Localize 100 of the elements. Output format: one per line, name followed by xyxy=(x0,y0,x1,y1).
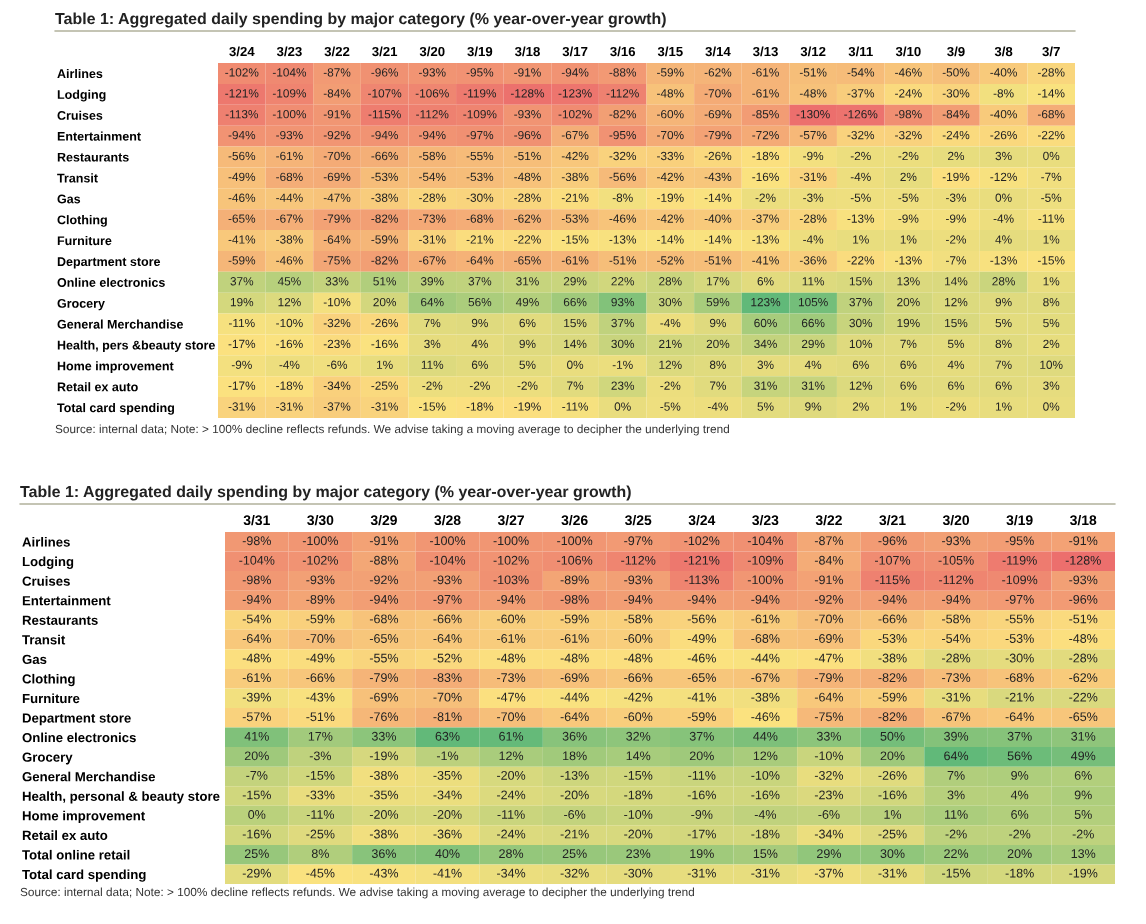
data-label: -93% xyxy=(433,575,462,585)
data-label: -20% xyxy=(369,810,399,819)
data-label: -19% xyxy=(514,402,541,411)
data-label: -5% xyxy=(660,402,681,411)
data-label: -2% xyxy=(946,402,967,411)
data-label: -75% xyxy=(814,712,844,722)
data-label: -53% xyxy=(561,214,589,223)
x-tick-label: 3/23 xyxy=(752,514,779,526)
data-label: 6% xyxy=(471,360,488,369)
data-label: -38% xyxy=(371,193,398,202)
data-label: 34% xyxy=(754,339,777,349)
data-label: -62% xyxy=(514,214,541,223)
data-label: -16% xyxy=(242,829,271,839)
data-label: 29% xyxy=(563,277,587,286)
data-label: -82% xyxy=(878,712,907,722)
data-label: 7% xyxy=(709,381,727,390)
x-tick-label: 3/28 xyxy=(434,514,461,526)
data-label: 9% xyxy=(471,318,488,328)
data-label: -93% xyxy=(514,110,541,119)
data-label: -40% xyxy=(990,110,1017,119)
data-label: -35% xyxy=(369,790,399,800)
data-label: -65% xyxy=(687,673,716,683)
data-label: 13% xyxy=(897,277,920,286)
data-label: -68% xyxy=(466,214,494,223)
data-label: -93% xyxy=(1069,575,1098,585)
data-label: -109% xyxy=(747,555,783,565)
data-label: 44% xyxy=(753,731,778,741)
data-label: -93% xyxy=(942,536,971,546)
data-label: -2% xyxy=(422,381,443,390)
data-label: -4% xyxy=(707,402,728,411)
data-label: 17% xyxy=(308,731,333,741)
data-label: 123% xyxy=(751,297,781,307)
data-label: 1% xyxy=(1043,235,1060,244)
data-label: 7% xyxy=(995,360,1012,369)
data-label: -67% xyxy=(942,712,971,722)
data-label: -31% xyxy=(687,868,716,878)
data-label: -128% xyxy=(1065,555,1101,565)
data-label: 37% xyxy=(689,731,714,741)
data-label: -28% xyxy=(1037,68,1065,77)
data-label: -54% xyxy=(242,614,271,624)
data-label: -69% xyxy=(814,634,844,643)
data-label: 4% xyxy=(804,360,822,369)
data-label: -48% xyxy=(514,172,541,182)
data-label: -65% xyxy=(369,634,399,643)
data-label: 9% xyxy=(709,318,727,328)
data-label: 8% xyxy=(1043,297,1060,307)
data-label: -96% xyxy=(1069,594,1098,604)
data-label: 30% xyxy=(849,318,873,328)
x-tick-label: 3/18 xyxy=(514,46,540,57)
data-label: -43% xyxy=(306,692,335,702)
data-label: -65% xyxy=(1069,712,1098,722)
data-label: -68% xyxy=(369,614,399,624)
data-label: 6% xyxy=(1074,770,1092,780)
y-tick-label: Grocery xyxy=(22,752,73,765)
data-label: -81% xyxy=(433,712,462,722)
data-label: -6% xyxy=(818,810,840,819)
data-label: -11% xyxy=(1038,214,1065,223)
data-label: 3% xyxy=(995,151,1012,161)
data-label: 51% xyxy=(373,277,397,286)
data-label: -19% xyxy=(657,193,684,202)
y-tick-label: Furniture xyxy=(22,693,80,704)
data-label: 61% xyxy=(499,731,524,741)
data-label: -15% xyxy=(942,868,971,878)
data-label: 12% xyxy=(753,751,778,761)
data-label: -64% xyxy=(323,235,351,244)
data-label: 18% xyxy=(563,751,587,761)
data-label: -33% xyxy=(657,151,684,161)
data-label: -4% xyxy=(660,318,681,328)
data-label: -20% xyxy=(560,790,589,800)
data-label: -112% xyxy=(416,110,449,119)
data-label: 1% xyxy=(900,235,917,244)
data-label: 0% xyxy=(1043,402,1060,411)
data-label: 7% xyxy=(947,771,965,780)
x-tick-label: 3/24 xyxy=(688,514,716,526)
data-label: -61% xyxy=(497,634,526,643)
data-label: 15% xyxy=(753,849,778,859)
data-label: 7% xyxy=(424,318,441,328)
data-label: 31% xyxy=(1071,731,1096,741)
data-label: 25% xyxy=(562,849,587,859)
data-label: -53% xyxy=(1005,634,1034,643)
data-label: -26% xyxy=(990,130,1017,140)
data-label: 66% xyxy=(801,318,825,328)
data-label: -66% xyxy=(878,614,907,624)
data-label: 0% xyxy=(995,193,1012,202)
data-label: -36% xyxy=(433,829,462,839)
data-label: -5% xyxy=(850,193,871,202)
data-label: 3% xyxy=(757,360,774,369)
data-label: -48% xyxy=(799,89,827,98)
data-label: -100% xyxy=(557,536,593,546)
x-tick-label: 3/17 xyxy=(562,46,588,57)
data-label: 5% xyxy=(1043,318,1060,328)
data-label: 10% xyxy=(1040,360,1063,369)
data-label: -3% xyxy=(803,193,824,202)
data-label: -35% xyxy=(433,770,462,780)
data-label: -22% xyxy=(514,235,541,244)
y-tick-label: Health, personal & beauty store xyxy=(22,791,220,804)
data-label: 0% xyxy=(248,810,266,819)
data-label: 11% xyxy=(802,277,825,286)
data-label: 37% xyxy=(468,277,492,286)
data-label: -45% xyxy=(306,868,335,878)
